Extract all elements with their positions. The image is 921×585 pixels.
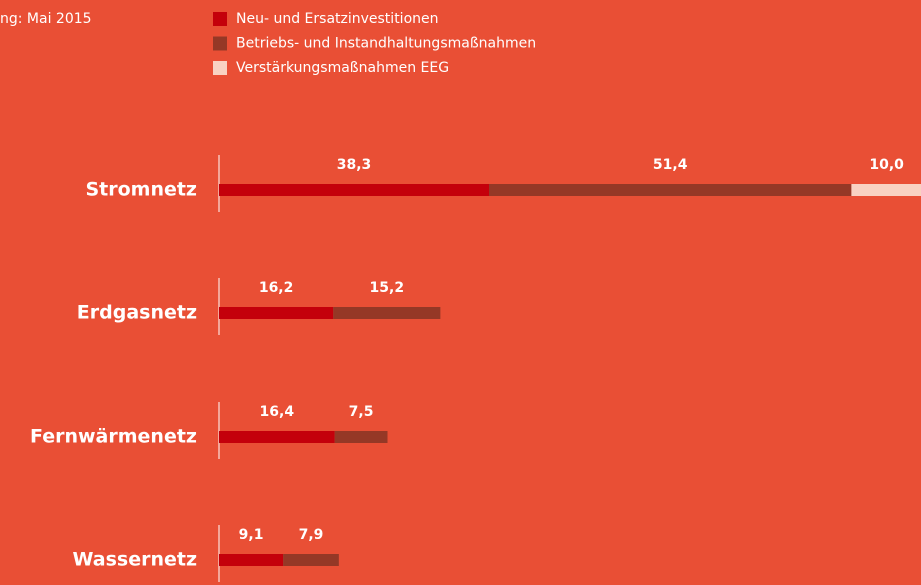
bar-segment: [851, 184, 921, 196]
category-label: Erdgasnetz: [77, 302, 197, 324]
legend-label: Betriebs- und Instandhaltungsmaßnahmen: [236, 36, 536, 52]
value-label: 7,9: [299, 527, 324, 543]
category-label: Wassernetz: [72, 549, 197, 571]
value-label: 16,4: [260, 404, 295, 420]
value-label: 9,1: [239, 527, 264, 543]
bar-segment: [334, 431, 388, 443]
bar-segment: [219, 307, 334, 319]
value-label: 7,5: [349, 404, 374, 420]
value-label: 38,3: [337, 157, 372, 173]
bar-segment: [219, 554, 284, 566]
bar-segment: [489, 184, 852, 196]
value-label: 10,0: [869, 157, 904, 173]
bar-segment: [219, 431, 335, 443]
legend-swatch: [213, 12, 227, 26]
value-label: 16,2: [259, 280, 294, 296]
bar-segment: [333, 307, 441, 319]
value-label: 51,4: [653, 157, 688, 173]
value-label: 15,2: [370, 280, 405, 296]
bar-segment: [283, 554, 339, 566]
category-label: Stromnetz: [85, 179, 197, 201]
category-label: Fernwärmenetz: [30, 426, 197, 448]
legend-label: Verstärkungsmaßnahmen EEG: [236, 60, 449, 76]
subtitle: ng: Mai 2015: [0, 11, 92, 27]
legend-swatch: [213, 61, 227, 75]
bar-segment: [219, 184, 490, 196]
legend-swatch: [213, 36, 227, 51]
legend-label: Neu- und Ersatzinvestitionen: [236, 11, 439, 27]
